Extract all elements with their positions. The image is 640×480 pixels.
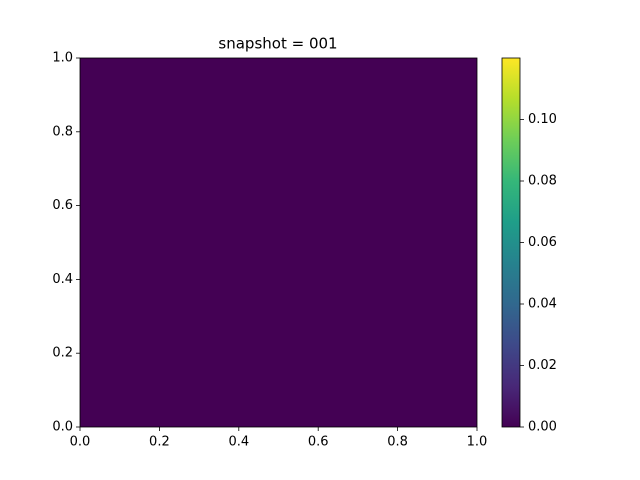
y-tick-label: 0.0 <box>52 420 73 435</box>
x-tick-label: 0.0 <box>70 435 91 450</box>
y-tick-label: 0.6 <box>52 198 73 213</box>
colorbar <box>501 57 521 428</box>
plot-frame <box>79 57 478 428</box>
x-tick-label: 0.6 <box>308 435 329 450</box>
x-tick-label: 0.8 <box>387 435 408 450</box>
colorbar-tick-label: 0.06 <box>528 235 557 250</box>
y-tick-label: 0.2 <box>52 346 73 361</box>
x-tick-label: 1.0 <box>467 435 488 450</box>
heatmap-cell <box>80 58 477 427</box>
y-tick-label: 1.0 <box>52 51 73 66</box>
colorbar-tick-label: 0.02 <box>528 358 557 373</box>
chart-title: snapshot = 001 <box>218 35 337 53</box>
colorbar-tick-label: 0.08 <box>528 174 557 189</box>
colorbar-tick-label: 0.10 <box>528 112 557 127</box>
x-tick-label: 0.4 <box>228 435 249 450</box>
colorbar-tick-label: 0.04 <box>528 297 557 312</box>
colorbar-tick-label: 0.00 <box>528 420 557 435</box>
x-tick-label: 0.2 <box>149 435 170 450</box>
y-tick-label: 0.4 <box>52 272 73 287</box>
y-tick-label: 0.8 <box>52 124 73 139</box>
